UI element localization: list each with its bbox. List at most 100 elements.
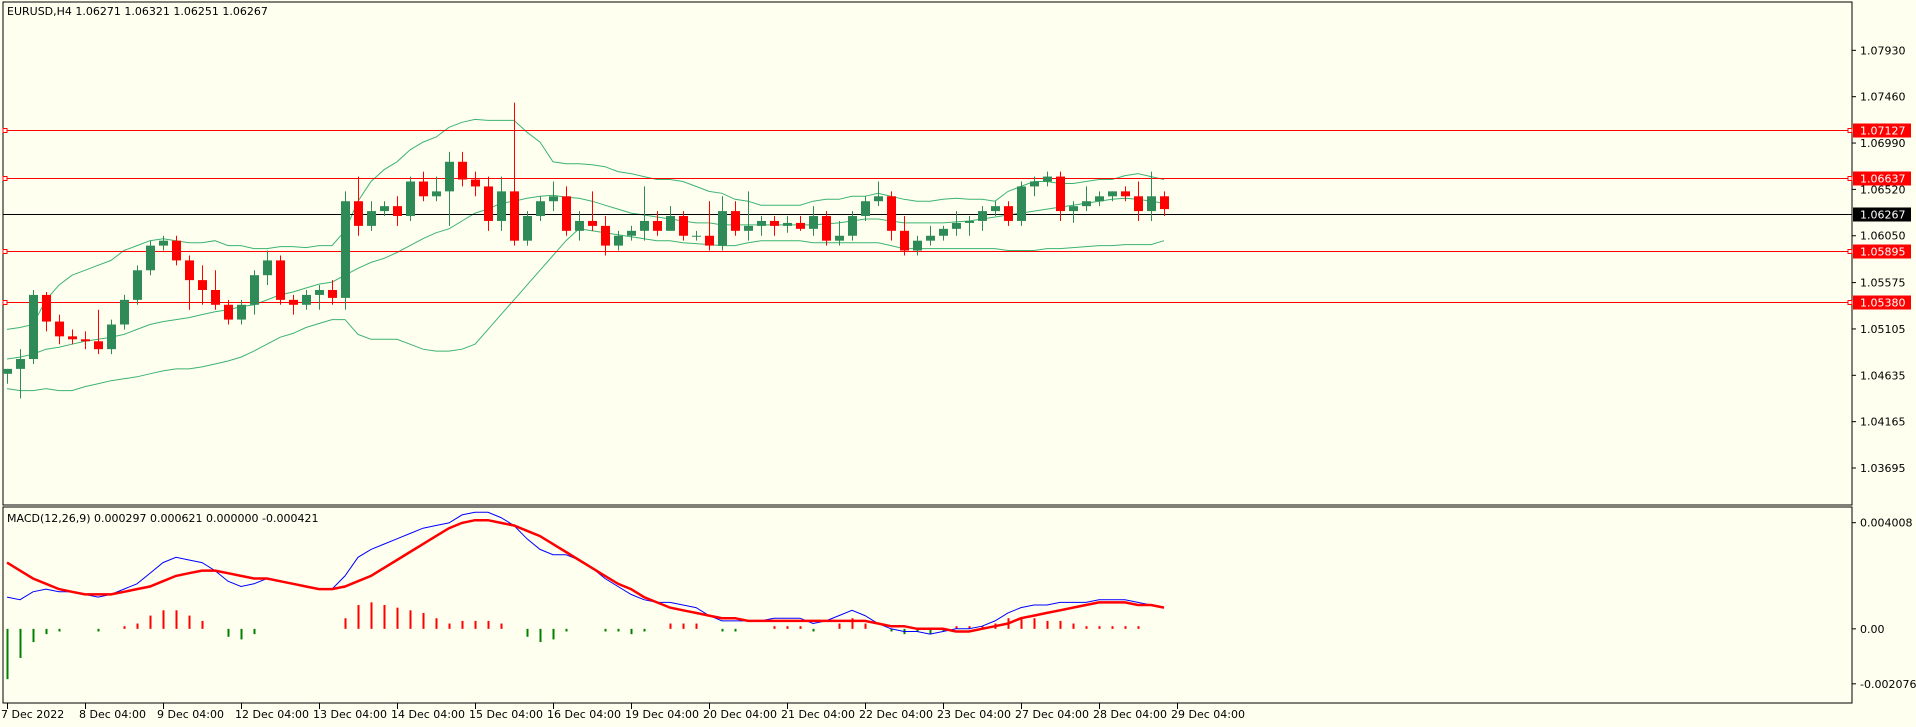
candle-bear	[1004, 206, 1013, 221]
candle-bear	[419, 181, 428, 197]
candle-bear	[94, 341, 103, 350]
candle-bull	[302, 294, 311, 305]
level-anchor-left	[2, 128, 8, 133]
macd-tick-label: 0.00	[1860, 623, 1885, 636]
candle-bull	[146, 245, 155, 271]
macd-indicator	[6, 511, 1165, 680]
level-anchor-right	[1847, 128, 1853, 133]
candle-bull	[627, 230, 636, 236]
level-price-label: 1.07127	[1860, 125, 1906, 138]
time-axis: 7 Dec 2022 8 Dec 04:00 9 Dec 04:00 12 Dec 0…	[1, 703, 1245, 721]
candle-bull	[1043, 176, 1052, 182]
candle-bull	[3, 368, 12, 374]
candle-bear	[81, 339, 90, 342]
time-tick-label: 13 Dec 04:00	[313, 708, 387, 721]
candle-bear	[289, 299, 298, 305]
time-tick-label: 23 Dec 04:00	[937, 708, 1011, 721]
macd-axis: 0.004008 0.00 -0.002076	[1852, 517, 1916, 691]
price-tick-label: 1.06520	[1860, 183, 1906, 196]
macd-line	[6, 511, 1165, 635]
candle-bear	[562, 196, 571, 231]
time-tick-label: 28 Dec 04:00	[1093, 708, 1167, 721]
candle-bear	[42, 294, 51, 322]
candle-bear	[796, 222, 805, 229]
candle-bear	[1160, 196, 1169, 210]
candle-bull	[250, 275, 259, 305]
price-tick-label: 1.06990	[1860, 137, 1906, 150]
time-tick-label: 22 Dec 04:00	[859, 708, 933, 721]
candle-bear	[328, 289, 337, 298]
candle-bear	[198, 280, 207, 290]
macd-pane[interactable]: MACD(12,26,9) 0.000297 0.000621 0.000000…	[2, 506, 1853, 704]
candle-bull	[16, 359, 25, 369]
candle-bull	[432, 191, 441, 197]
candle-bear	[393, 206, 402, 217]
candle-bull	[497, 191, 506, 221]
candle-bear	[211, 289, 220, 305]
candle-bull	[978, 211, 987, 221]
candle-bear	[276, 260, 285, 300]
price-tick-label: 1.07460	[1860, 91, 1906, 104]
price-pane-border	[2, 1, 1853, 506]
candle-bull	[159, 240, 168, 246]
candle-bull	[107, 324, 116, 350]
level-price-tag	[1853, 244, 1911, 259]
candle-bull	[952, 222, 961, 229]
price-tick-label: 1.07930	[1860, 44, 1906, 57]
candle-bull	[848, 216, 857, 236]
candle-bear	[770, 220, 779, 226]
candle-bear	[224, 304, 233, 320]
time-tick-label: 8 Dec 04:00	[79, 708, 146, 721]
bollinger-lower-line	[6, 228, 1165, 392]
candle-bull	[120, 299, 129, 325]
price-tick-label: 1.05575	[1860, 277, 1906, 290]
candle-bear	[1121, 191, 1130, 197]
symbol-info: EURUSD,H4 1.06271 1.06321 1.06251 1.0626…	[7, 5, 268, 18]
candle-bear	[822, 216, 831, 241]
candles	[3, 102, 1169, 399]
current-price-label: 1.06267	[1860, 209, 1906, 222]
candle-bear	[68, 336, 77, 340]
bollinger-middle-line	[6, 194, 1165, 360]
macd-tick-label: -0.002076	[1860, 678, 1916, 691]
price-tick-label: 1.06050	[1860, 230, 1906, 243]
level-anchor-right	[1847, 300, 1853, 305]
time-tick-label: 15 Dec 04:00	[469, 708, 543, 721]
candle-bull	[1082, 201, 1091, 207]
price-tick-label: 1.04635	[1860, 369, 1906, 382]
horizontal-levels: 1.07127 1.06637 1.05895 1.05380 1.06267	[2, 123, 1911, 310]
candle-bear	[354, 201, 363, 226]
time-tick-label: 19 Dec 04:00	[625, 708, 699, 721]
candle-bull	[237, 304, 246, 320]
candle-bear	[1134, 196, 1143, 212]
candle-bull	[874, 196, 883, 202]
level-anchor-right	[1847, 249, 1853, 254]
candle-bull	[445, 161, 454, 192]
bollinger-upper-line	[6, 118, 1165, 330]
candle-bull	[835, 235, 844, 241]
price-pane[interactable]: EURUSD,H4 1.06271 1.06321 1.06251 1.0626…	[2, 1, 1853, 506]
time-tick-label: 9 Dec 04:00	[157, 708, 224, 721]
candle-bull	[666, 216, 675, 231]
candle-bull	[380, 206, 389, 212]
candle-bull	[718, 211, 727, 246]
candle-bull	[640, 220, 649, 231]
candle-bull	[757, 220, 766, 226]
candle-bear	[1056, 176, 1065, 212]
candle-bull	[1069, 206, 1078, 212]
candle-bear	[55, 321, 64, 337]
candle-bear	[900, 230, 909, 251]
candle-bear	[172, 240, 181, 261]
candle-bear	[588, 220, 597, 226]
level-anchor-left	[2, 176, 8, 181]
level-anchor-right	[1847, 176, 1853, 181]
candle-bull	[406, 181, 415, 217]
price-tick-label: 1.03695	[1860, 462, 1906, 475]
level-price-tag	[1853, 123, 1911, 138]
candle-bull	[523, 216, 532, 241]
candle-bull	[614, 235, 623, 246]
candle-bull	[965, 220, 974, 223]
time-tick-label: 20 Dec 04:00	[703, 708, 777, 721]
